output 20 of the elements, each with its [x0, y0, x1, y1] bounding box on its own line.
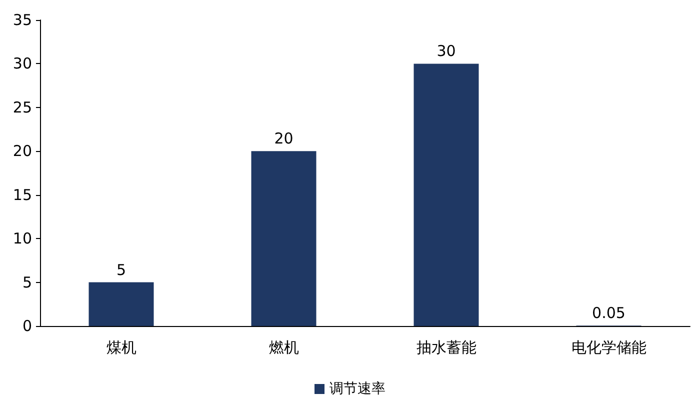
data-label: 5 — [116, 260, 126, 279]
bar — [88, 282, 154, 326]
y-tick-label: 0 — [22, 317, 32, 335]
data-label: 30 — [436, 42, 456, 60]
y-tick-label: 35 — [12, 11, 32, 29]
legend-label: 调节速率 — [330, 381, 386, 397]
y-tick-label: 10 — [12, 230, 32, 248]
y-tick-label: 25 — [12, 98, 32, 116]
y-tick-label: 30 — [12, 54, 32, 73]
y-tick-label: 20 — [12, 142, 32, 160]
x-tick-label: 燃机 — [268, 338, 299, 356]
x-tick-label: 抽水蓄能 — [416, 338, 476, 356]
x-tick-label: 电化学储能 — [571, 338, 646, 356]
data-label: 0.05 — [592, 304, 626, 322]
bar — [251, 151, 316, 326]
y-tick-label: 5 — [22, 273, 32, 292]
y-tick-label: 15 — [12, 186, 32, 204]
bar — [414, 64, 479, 326]
data-label: 20 — [274, 130, 294, 148]
x-tick-label: 煤机 — [106, 338, 136, 356]
